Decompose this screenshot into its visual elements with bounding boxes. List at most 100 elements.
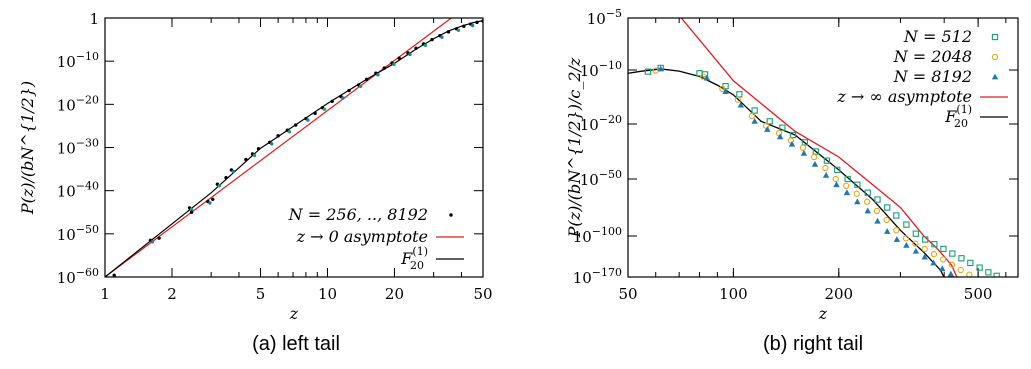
panel-right-tail: 50 100 200 500 10−5 10−10 10−20 10−50 10−100 10−1… — [565, 7, 1019, 355]
data-point — [446, 30, 451, 34]
data-point — [834, 166, 841, 173]
y-tick-label: 10−10 — [57, 50, 99, 71]
data-point — [719, 85, 726, 93]
data-point — [788, 140, 796, 147]
data-point — [764, 126, 771, 132]
x-tick-label: 50 — [473, 285, 492, 303]
legend-label: z → 0 asymptote — [296, 227, 428, 246]
data-point — [922, 236, 929, 243]
legend-label: N = 2048 — [893, 47, 972, 66]
data-point — [414, 46, 418, 50]
data-point — [313, 111, 317, 116]
data-point — [863, 198, 871, 205]
data-point — [884, 228, 891, 234]
data-point — [751, 107, 758, 114]
data-point — [376, 73, 380, 77]
data-point — [189, 207, 194, 212]
data-point — [799, 144, 807, 151]
data-point — [921, 253, 928, 260]
data-point — [822, 171, 830, 178]
data-point — [993, 272, 1000, 277]
data-point — [864, 207, 871, 214]
data-point — [874, 217, 881, 224]
data-point — [854, 181, 861, 188]
legend-swatch — [449, 213, 453, 217]
data-point — [244, 157, 248, 162]
data-point — [779, 124, 786, 131]
data-point — [330, 99, 334, 104]
data-point — [652, 67, 659, 74]
data-point — [456, 28, 461, 32]
x-tick-label: 200 — [824, 285, 853, 303]
data-point — [766, 118, 773, 125]
data-point — [252, 153, 257, 158]
data-point — [322, 107, 327, 111]
data-point — [440, 35, 444, 39]
y-tick-label: 10−50 — [57, 223, 99, 244]
data-point — [382, 66, 386, 70]
data-point — [939, 256, 947, 263]
data-point — [940, 245, 947, 253]
data-point — [644, 68, 652, 75]
data-point — [921, 245, 928, 253]
data-point — [912, 230, 919, 237]
data-point — [883, 216, 890, 224]
data-point — [976, 278, 981, 283]
data-point — [958, 255, 965, 262]
data-point — [893, 236, 901, 242]
data-point — [873, 207, 881, 215]
data-point — [1002, 278, 1007, 283]
data-point — [789, 131, 797, 139]
data-point — [392, 62, 396, 67]
legend-label: N = 8192 — [893, 67, 972, 86]
data-point — [903, 221, 910, 228]
legend-label: N = 256, .., 8192 — [288, 205, 428, 224]
curve-asymptote — [680, 18, 958, 277]
plot-frame — [104, 17, 484, 278]
data-point — [823, 157, 831, 164]
data-point — [217, 183, 222, 188]
legend-label: F(1) 20 — [400, 245, 428, 272]
data-point — [341, 96, 345, 100]
data-point — [811, 160, 819, 167]
legend-swatch — [991, 53, 999, 61]
data-point — [276, 134, 280, 138]
data-point — [408, 52, 412, 57]
data-point — [256, 147, 261, 151]
x-tick-label: 100 — [719, 285, 748, 303]
data-point — [208, 201, 212, 205]
data-point — [912, 240, 919, 247]
data-point — [931, 241, 938, 248]
caption: (b) right tail — [763, 333, 863, 355]
y-axis-label: P(z)/(bN^{1/2}) — [18, 81, 37, 215]
data-point — [270, 142, 274, 146]
data-point — [358, 84, 363, 89]
data-point — [801, 139, 809, 146]
legend-swatch — [991, 33, 999, 41]
data-point — [150, 240, 155, 244]
data-point — [903, 241, 910, 248]
data-point — [703, 74, 711, 81]
data-point — [985, 269, 992, 276]
data-point — [902, 235, 910, 242]
x-tick-label: 500 — [964, 285, 993, 303]
data-point — [912, 247, 920, 254]
data-point — [955, 278, 961, 284]
y-tick-label: 10−10 — [580, 59, 622, 80]
data-point — [833, 181, 840, 188]
y-tick-label: 10−20 — [57, 93, 99, 114]
y-tick-label: 10−170 — [573, 266, 622, 287]
data-point — [893, 212, 900, 219]
data-point — [948, 261, 956, 268]
x-axis-label: z — [289, 304, 299, 323]
y-tick-label: 10−20 — [580, 113, 622, 134]
data-point — [844, 175, 851, 183]
data-point — [853, 190, 860, 197]
y-axis-label: P(z)/(bN^{1/2})/c_2/z — [565, 57, 584, 238]
y-tick-label: 10−50 — [580, 168, 622, 189]
data-point — [722, 88, 729, 94]
data-point — [423, 43, 428, 48]
data-point — [737, 101, 745, 108]
data-point — [949, 250, 956, 257]
y-tick-label: 10−100 — [573, 225, 622, 246]
